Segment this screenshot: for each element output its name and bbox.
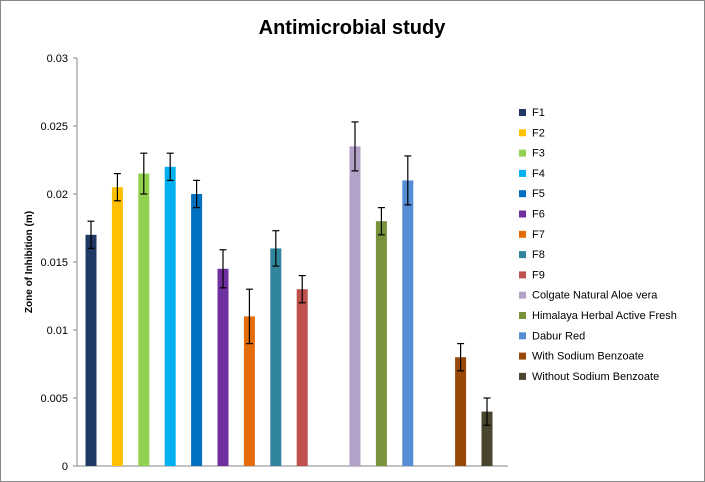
error-bar: [193, 179, 201, 209]
legend-swatch: [519, 169, 526, 177]
bar-f6: [217, 268, 229, 466]
legend-label: Colgate Natural Aloe vera: [532, 290, 658, 302]
error-bar: [219, 249, 227, 289]
legend-label: With Sodium Benzoate: [532, 351, 644, 363]
legend-swatch: [519, 312, 526, 319]
legend-item: F8: [519, 249, 545, 261]
legend-swatch: [519, 210, 526, 218]
legend-swatch: [519, 352, 526, 360]
bar-f9: [296, 289, 308, 466]
legend-swatch: [519, 332, 526, 340]
legend: F1 F2 F3 F4 F5 F6 F7 F8 F9 Colgate Natural Aloe v…: [519, 107, 677, 383]
y-tick-label: 0.01: [47, 325, 68, 337]
bar-himalaya-herbal-active-fresh: [375, 221, 387, 466]
legend-label: F7: [532, 229, 545, 241]
bar-f1: [85, 234, 97, 466]
bar-f3: [138, 173, 150, 466]
bar-dabur-red: [402, 180, 414, 466]
bars: [85, 121, 493, 467]
legend-label: F6: [532, 209, 545, 221]
error-bar: [404, 155, 412, 206]
error-bar: [87, 220, 95, 249]
error-bar: [298, 275, 306, 304]
legend-item: F7: [519, 229, 545, 241]
legend-label: F3: [532, 148, 545, 160]
legend-label: Himalaya Herbal Active Fresh: [532, 310, 677, 322]
legend-swatch: [519, 190, 526, 198]
legend-item: F3: [519, 148, 545, 160]
legend-item: With Sodium Benzoate: [519, 351, 644, 363]
legend-swatch: [519, 109, 526, 116]
bar-colgate-natural-aloe-vera: [349, 146, 361, 466]
y-tick-label: 0.005: [40, 393, 68, 405]
legend-item: Dabur Red: [519, 330, 585, 342]
legend-label: F9: [532, 269, 545, 281]
y-tick-label: 0.03: [47, 53, 68, 65]
y-tick-label: 0: [62, 461, 68, 473]
bar-f4: [164, 166, 176, 467]
error-bar: [245, 288, 253, 345]
legend-item: Himalaya Herbal Active Fresh: [519, 310, 677, 322]
bar-f5: [191, 194, 203, 466]
legend-swatch: [519, 271, 526, 279]
legend-item: F6: [519, 209, 545, 221]
bar-with-sodium-benzoate: [455, 357, 467, 466]
chart-title: Antimicrobial study: [259, 17, 447, 39]
legend-label: Without Sodium Benzoate: [532, 371, 659, 383]
legend-label: F5: [532, 188, 545, 200]
bar-f7: [243, 316, 255, 466]
error-bar: [457, 343, 465, 372]
legend-item: Without Sodium Benzoate: [519, 371, 659, 383]
legend-item: F4: [519, 168, 545, 180]
legend-label: F4: [532, 168, 545, 180]
legend-item: F2: [519, 127, 545, 139]
error-bar: [483, 397, 491, 426]
legend-item: F1: [519, 107, 545, 119]
bar-without-sodium-benzoate: [481, 411, 493, 466]
legend-label: Dabur Red: [532, 330, 585, 342]
y-axis-label: Zone of Inhibition (m): [24, 211, 35, 313]
error-bar: [272, 230, 280, 267]
legend-swatch: [519, 291, 526, 299]
error-bar: [351, 121, 359, 172]
legend-label: F2: [532, 127, 545, 139]
legend-swatch: [519, 251, 526, 259]
bar-f8: [270, 248, 282, 466]
legend-item: F5: [519, 188, 545, 200]
legend-swatch: [519, 129, 526, 137]
error-bar: [377, 207, 385, 236]
legend-swatch: [519, 372, 526, 380]
y-tick-label: 0.02: [47, 189, 68, 201]
error-bar: [140, 152, 148, 195]
legend-item: Colgate Natural Aloe vera: [519, 290, 658, 302]
legend-label: F8: [532, 249, 545, 261]
legend-label: F1: [532, 107, 545, 119]
legend-swatch: [519, 230, 526, 238]
legend-swatch: [519, 149, 526, 157]
legend-item: F9: [519, 269, 545, 281]
bar-f2: [111, 187, 123, 466]
y-tick-label: 0.025: [40, 121, 68, 133]
y-tick-label: 0.015: [40, 257, 68, 269]
error-bar: [113, 173, 121, 202]
error-bar: [166, 152, 174, 181]
